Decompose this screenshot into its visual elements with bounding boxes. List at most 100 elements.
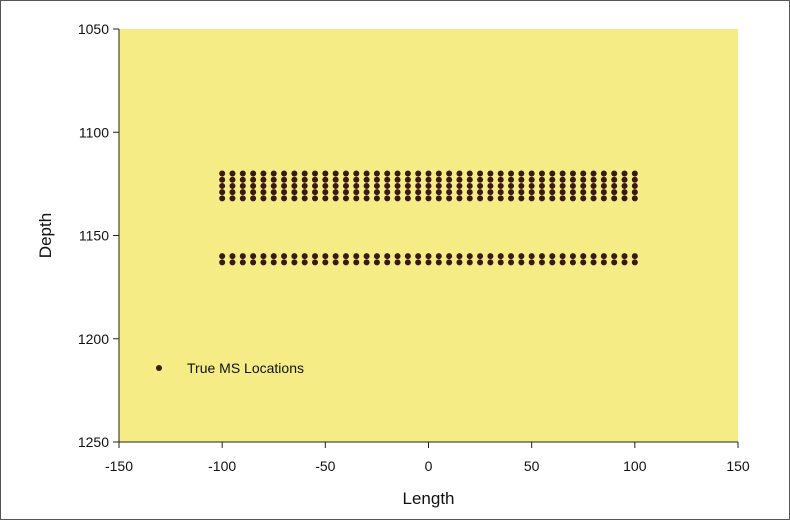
data-point — [487, 176, 494, 183]
data-point — [219, 253, 226, 260]
data-point — [538, 182, 545, 189]
data-point — [322, 259, 329, 266]
data-point — [631, 176, 638, 183]
y-tick-label: 1150 — [79, 228, 109, 244]
data-point — [291, 176, 298, 183]
data-point — [384, 195, 391, 202]
data-point — [611, 182, 618, 189]
data-point — [600, 189, 607, 196]
x-tick-label: 50 — [524, 458, 540, 474]
data-point — [281, 189, 288, 196]
legend-marker — [156, 365, 162, 371]
data-point — [518, 189, 525, 196]
data-point — [291, 170, 298, 177]
data-point — [621, 259, 628, 266]
data-point — [559, 176, 566, 183]
data-point — [353, 176, 360, 183]
data-point — [394, 176, 401, 183]
data-point — [281, 182, 288, 189]
data-point — [384, 259, 391, 266]
data-point — [415, 259, 422, 266]
data-point — [497, 259, 504, 266]
data-point — [456, 182, 463, 189]
data-point — [394, 170, 401, 177]
axes: -150 -100 -50 0 50 100 150 1050 1100 1150 1200 1250 — [78, 21, 750, 474]
data-point — [404, 176, 411, 183]
data-point — [229, 170, 236, 177]
data-point — [487, 170, 494, 177]
data-point — [219, 176, 226, 183]
data-point — [250, 253, 257, 260]
data-point — [621, 176, 628, 183]
data-point — [312, 176, 319, 183]
data-point — [590, 189, 597, 196]
data-point — [363, 182, 370, 189]
data-point — [538, 253, 545, 260]
data-point — [631, 189, 638, 196]
data-point — [600, 176, 607, 183]
data-point — [497, 176, 504, 183]
data-point — [559, 195, 566, 202]
data-point — [508, 253, 515, 260]
data-point — [332, 182, 339, 189]
data-point — [631, 259, 638, 266]
data-point — [446, 259, 453, 266]
data-point — [301, 182, 308, 189]
data-point — [497, 253, 504, 260]
data-point — [219, 182, 226, 189]
data-point — [528, 189, 535, 196]
data-point — [239, 182, 246, 189]
data-point — [363, 195, 370, 202]
data-point — [631, 182, 638, 189]
data-point — [281, 195, 288, 202]
data-point — [446, 182, 453, 189]
data-point — [250, 259, 257, 266]
data-point — [229, 176, 236, 183]
data-point — [384, 182, 391, 189]
data-point — [435, 176, 442, 183]
data-point — [312, 182, 319, 189]
data-point — [580, 170, 587, 177]
data-point — [477, 176, 484, 183]
data-point — [611, 176, 618, 183]
data-point — [580, 182, 587, 189]
data-point — [394, 182, 401, 189]
data-point — [590, 259, 597, 266]
data-point — [538, 259, 545, 266]
y-axis-title: Depth — [36, 213, 55, 258]
data-point — [363, 189, 370, 196]
data-point — [435, 259, 442, 266]
data-point — [528, 253, 535, 260]
data-point — [528, 259, 535, 266]
data-point — [322, 195, 329, 202]
data-point — [590, 176, 597, 183]
legend: True MS Locations — [156, 360, 304, 376]
data-point — [260, 195, 267, 202]
data-point — [229, 189, 236, 196]
data-point — [394, 259, 401, 266]
data-point — [425, 253, 432, 260]
data-point — [569, 182, 576, 189]
data-point — [466, 176, 473, 183]
data-point — [611, 189, 618, 196]
data-point — [342, 170, 349, 177]
data-point — [497, 182, 504, 189]
data-point — [456, 176, 463, 183]
data-point — [312, 189, 319, 196]
x-tick-label: -50 — [315, 458, 335, 474]
data-point — [497, 189, 504, 196]
data-point — [549, 176, 556, 183]
data-point — [270, 176, 277, 183]
data-point — [322, 170, 329, 177]
data-point — [301, 170, 308, 177]
data-point — [580, 189, 587, 196]
data-point — [260, 182, 267, 189]
data-point — [559, 253, 566, 260]
data-point — [611, 253, 618, 260]
data-point — [239, 170, 246, 177]
data-point — [549, 170, 556, 177]
data-point — [281, 259, 288, 266]
data-point — [291, 253, 298, 260]
data-point — [332, 253, 339, 260]
data-point — [373, 170, 380, 177]
